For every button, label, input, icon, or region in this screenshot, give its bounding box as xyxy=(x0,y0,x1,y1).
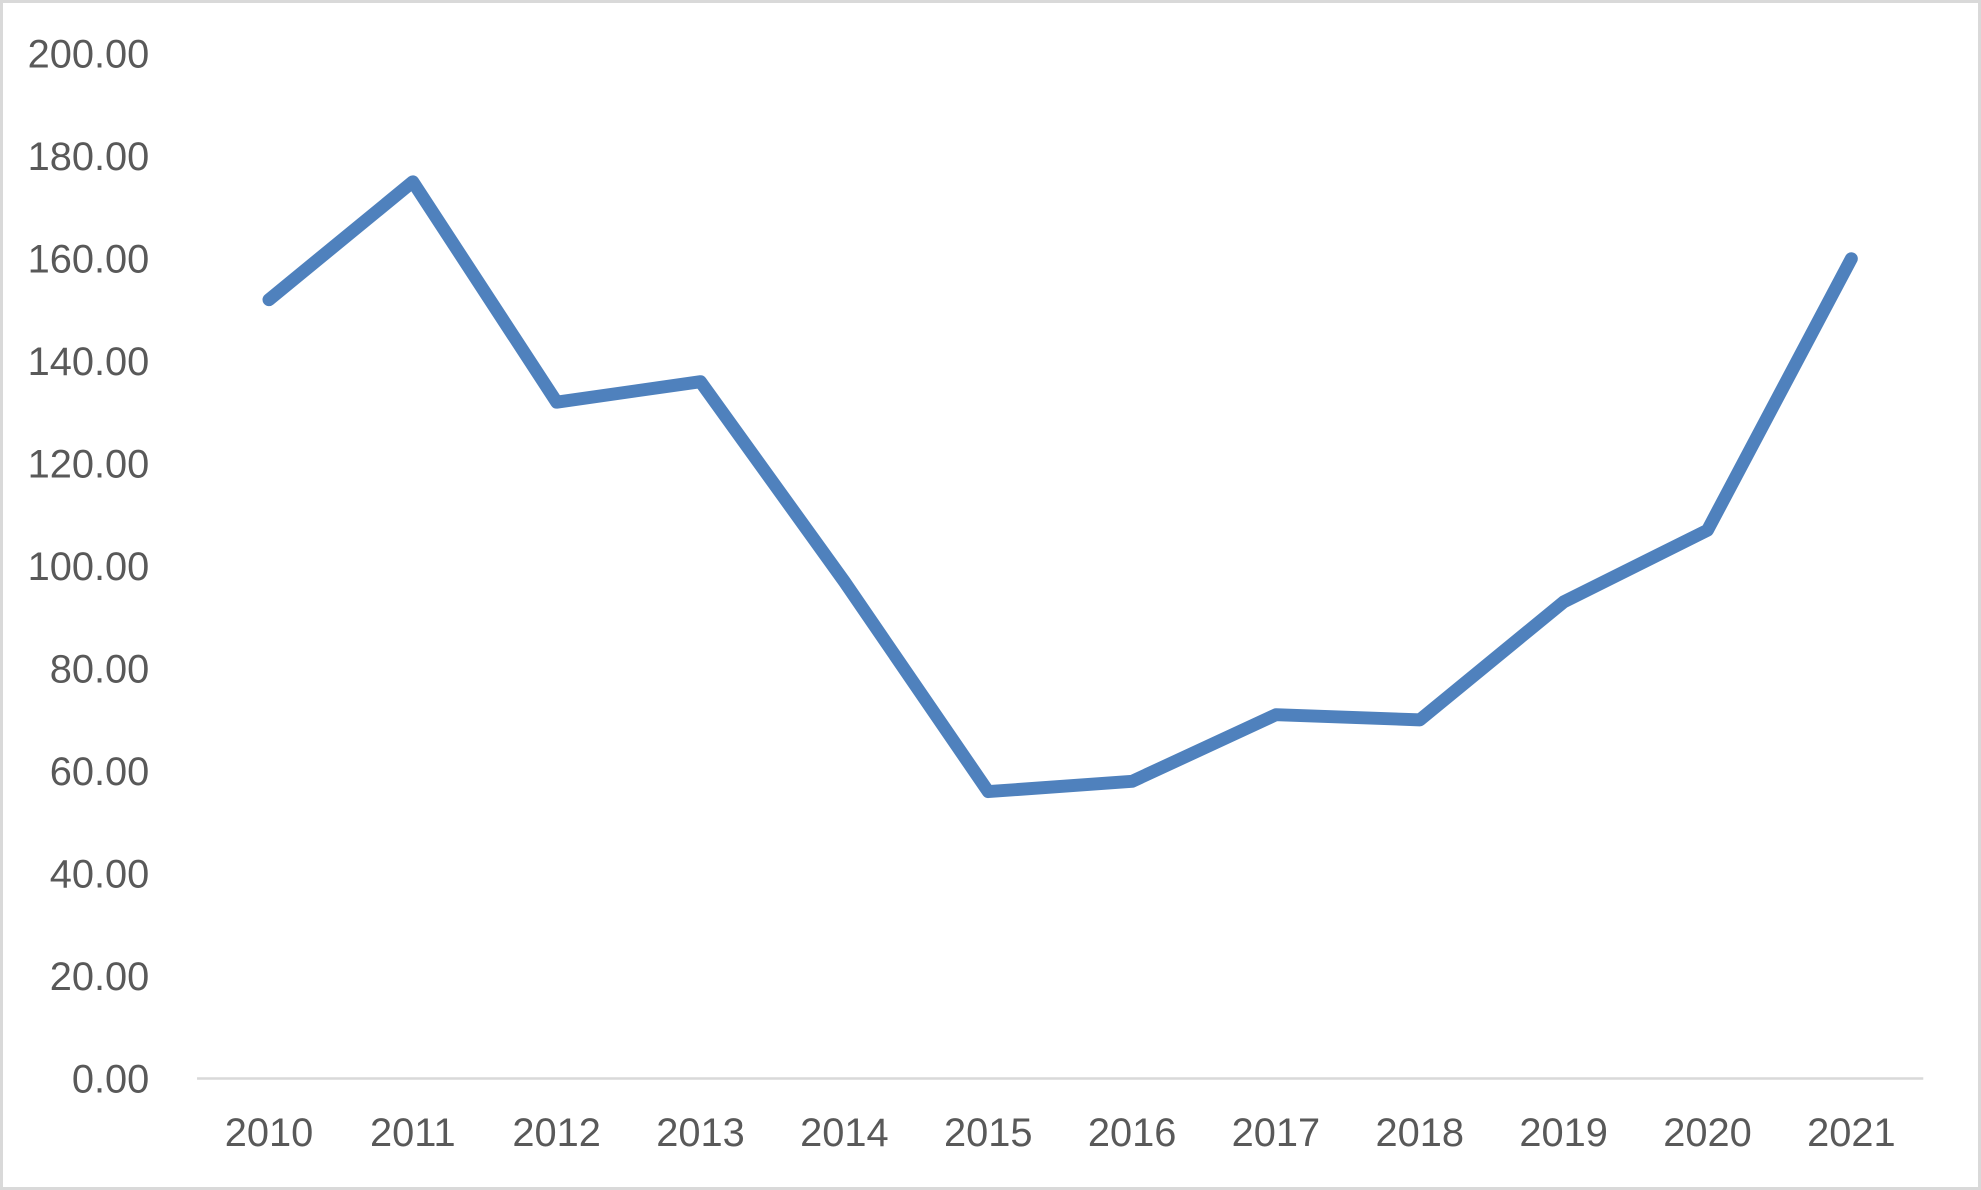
y-tick-label: 40.00 xyxy=(50,853,150,897)
y-tick-label: 160.00 xyxy=(28,238,150,282)
y-tick-label: 120.00 xyxy=(28,443,150,487)
y-axis-tick-labels: 0.00 20.00 40.00 60.00 80.00 100.00 120.00 140.… xyxy=(28,33,150,1102)
x-tick-label: 2011 xyxy=(370,1111,456,1155)
x-tick-label: 2018 xyxy=(1376,1111,1465,1155)
x-tick-label: 2016 xyxy=(1088,1111,1177,1155)
y-tick-label: 140.00 xyxy=(28,340,150,384)
x-tick-label: 2014 xyxy=(800,1111,889,1155)
y-tick-label: 80.00 xyxy=(50,648,150,692)
y-tick-label: 0.00 xyxy=(72,1057,149,1101)
y-tick-label: 180.00 xyxy=(28,135,150,179)
x-tick-label: 2012 xyxy=(512,1111,601,1155)
y-tick-label: 60.00 xyxy=(50,750,150,794)
x-tick-label: 2020 xyxy=(1663,1111,1752,1155)
x-tick-label: 2017 xyxy=(1232,1111,1321,1155)
x-tick-label: 2013 xyxy=(656,1111,745,1155)
x-tick-label: 2015 xyxy=(944,1111,1033,1155)
line-chart: 0.00 20.00 40.00 60.00 80.00 100.00 120.00 140.… xyxy=(28,33,1924,1155)
y-tick-label: 20.00 xyxy=(50,955,150,999)
x-tick-label: 2019 xyxy=(1519,1111,1608,1155)
x-tick-label: 2010 xyxy=(225,1111,314,1155)
x-axis-tick-labels: 2010 2011 2012 2013 2014 2015 2016 2017 2018 2019… xyxy=(225,1111,1896,1155)
series-line xyxy=(262,175,1858,799)
y-tick-label: 100.00 xyxy=(28,545,150,589)
y-tick-label: 200.00 xyxy=(28,33,150,77)
x-tick-label: 2021 xyxy=(1807,1111,1896,1155)
